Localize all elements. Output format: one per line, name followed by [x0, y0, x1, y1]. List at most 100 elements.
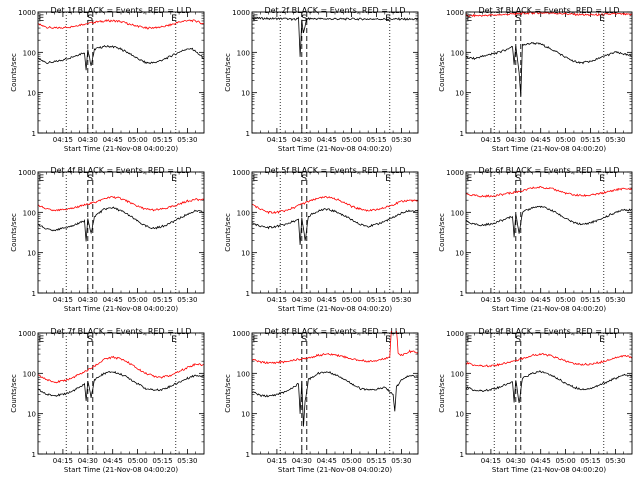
panel-det-9: Det 9f BLACK = Events, RED = LLD 1 10 100 10…: [438, 327, 633, 474]
x-tick-label: 04:30: [78, 296, 98, 304]
x-tick-label: 05:15: [366, 136, 386, 144]
data-layer: [38, 355, 204, 401]
x-tick-label: 04:45: [317, 457, 337, 465]
x-tick-label: 05:30: [177, 136, 197, 144]
y-axis-label: Counts/sec: [10, 213, 18, 252]
data-layer: [252, 195, 418, 246]
event-marker: E: [252, 335, 258, 345]
event-marker: E: [252, 174, 258, 184]
y-tick-label: 1: [32, 290, 36, 298]
plot-frame: [465, 171, 633, 294]
x-tick-label: 04:30: [292, 136, 312, 144]
y-axis-label: Counts/sec: [10, 53, 18, 92]
x-tick-label: 05:30: [391, 136, 411, 144]
series-events-line: [38, 206, 204, 242]
x-tick-label: 05:15: [580, 296, 600, 304]
event-marker: E: [599, 174, 605, 184]
x-tick-label: 04:45: [103, 296, 123, 304]
y-tick-label: 100: [237, 49, 250, 57]
y-axis-label: Counts/sec: [438, 374, 446, 413]
x-tick-label: 05:30: [605, 457, 625, 465]
event-marker: E: [38, 14, 44, 24]
x-tick-label: 04:15: [53, 296, 73, 304]
series-lld-line: [38, 19, 204, 30]
series-events-line: [38, 44, 204, 71]
y-tick-label: 1: [32, 130, 36, 138]
x-tick-label: 04:15: [481, 136, 501, 144]
y-tick-label: 1000: [446, 330, 464, 338]
event-marker: S: [301, 335, 307, 345]
series-events-line: [466, 205, 632, 238]
x-tick-label: 05:30: [391, 457, 411, 465]
y-tick-label: 10: [455, 250, 464, 258]
event-marker: E: [385, 174, 391, 184]
x-tick-label: 05:00: [128, 136, 148, 144]
panel-det-8: Det 8f BLACK = Events, RED = LLD 1 10 100 10…: [224, 327, 419, 474]
x-tick-label: 05:00: [342, 296, 362, 304]
panel-det-3: Det 3f BLACK = Events, RED = LLD 1 10 100 10…: [438, 6, 633, 153]
series-events-line: [252, 370, 418, 427]
y-axis-label: Counts/sec: [438, 53, 446, 92]
x-axis-label: Start Time (21-Nov-08 04:00:20): [64, 466, 178, 474]
data-layer: [466, 352, 632, 404]
panel-title: Det 3f BLACK = Events, RED = LLD: [478, 6, 619, 15]
x-tick-label: 05:15: [152, 296, 172, 304]
x-tick-label: 05:15: [580, 136, 600, 144]
x-tick-label: 04:30: [292, 457, 312, 465]
x-tick-label: 04:30: [292, 296, 312, 304]
event-marker: E: [38, 335, 44, 345]
x-tick-label: 04:15: [481, 296, 501, 304]
plot-frame: [37, 171, 205, 294]
panel-title: Det 6f BLACK = Events, RED = LLD: [478, 166, 619, 175]
x-tick-label: 05:00: [342, 136, 362, 144]
y-tick-label: 10: [455, 90, 464, 98]
event-marker: E: [171, 14, 177, 24]
x-axis-label: Start Time (21-Nov-08 04:00:20): [492, 466, 606, 474]
series-events-line: [466, 41, 632, 97]
y-tick-label: 10: [241, 250, 250, 258]
x-tick-label: 04:45: [531, 136, 551, 144]
x-tick-label: 04:15: [53, 136, 73, 144]
x-tick-label: 04:30: [506, 296, 526, 304]
event-marker: E: [385, 14, 391, 24]
y-tick-label: 100: [237, 209, 250, 217]
y-tick-label: 1000: [18, 330, 36, 338]
x-tick-label: 05:15: [366, 457, 386, 465]
event-marker: E: [171, 335, 177, 345]
plot-frame: [251, 332, 419, 455]
panel-title: Det 1f BLACK = Events, RED = LLD: [50, 6, 191, 15]
y-tick-label: 100: [237, 370, 250, 378]
x-tick-label: 05:00: [556, 136, 576, 144]
data-layer: [38, 196, 204, 242]
plot-frame: [465, 11, 633, 134]
panel-det-4: Det 4f BLACK = Events, RED = LLD 1 10 100 10…: [10, 166, 205, 313]
x-tick-label: 04:15: [267, 136, 287, 144]
event-marker: E: [171, 174, 177, 184]
x-axis-label: Start Time (21-Nov-08 04:00:20): [278, 305, 392, 313]
event-marker: E: [252, 14, 258, 24]
event-marker: E: [38, 174, 44, 184]
event-marker: E: [466, 174, 472, 184]
x-tick-label: 05:15: [366, 296, 386, 304]
panel-det-6: Det 6f BLACK = Events, RED = LLD 1 10 100 10…: [438, 166, 633, 313]
y-tick-label: 100: [451, 209, 464, 217]
panel-title: Det 7f BLACK = Events, RED = LLD: [50, 327, 191, 336]
y-tick-label: 1000: [446, 169, 464, 177]
x-axis-label: Start Time (21-Nov-08 04:00:20): [492, 305, 606, 313]
y-axis-label: Counts/sec: [438, 213, 446, 252]
series-events-line: [466, 370, 632, 404]
series-lld-line: [38, 196, 204, 212]
x-tick-label: 05:30: [177, 296, 197, 304]
x-tick-label: 04:30: [506, 457, 526, 465]
y-tick-label: 10: [455, 411, 464, 419]
y-tick-label: 1: [246, 290, 250, 298]
event-marker: S: [87, 335, 93, 345]
plot-frame: [251, 171, 419, 294]
y-axis-label: Counts/sec: [224, 53, 232, 92]
event-marker: E: [466, 335, 472, 345]
event-marker: E: [466, 14, 472, 24]
x-axis-label: Start Time (21-Nov-08 04:00:20): [278, 145, 392, 153]
panel-title: Det 9f BLACK = Events, RED = LLD: [478, 327, 619, 336]
x-tick-label: 05:30: [605, 136, 625, 144]
data-layer: [252, 16, 418, 57]
